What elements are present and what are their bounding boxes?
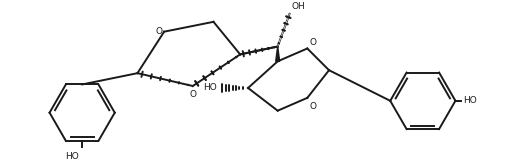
Text: O: O [309, 102, 316, 111]
Text: OH: OH [291, 2, 305, 11]
Polygon shape [276, 47, 280, 61]
Text: HO: HO [66, 152, 79, 161]
Text: O: O [309, 37, 316, 47]
Text: O: O [189, 90, 196, 99]
Text: O: O [155, 27, 162, 36]
Text: HO: HO [463, 96, 477, 105]
Text: HO: HO [203, 83, 217, 92]
